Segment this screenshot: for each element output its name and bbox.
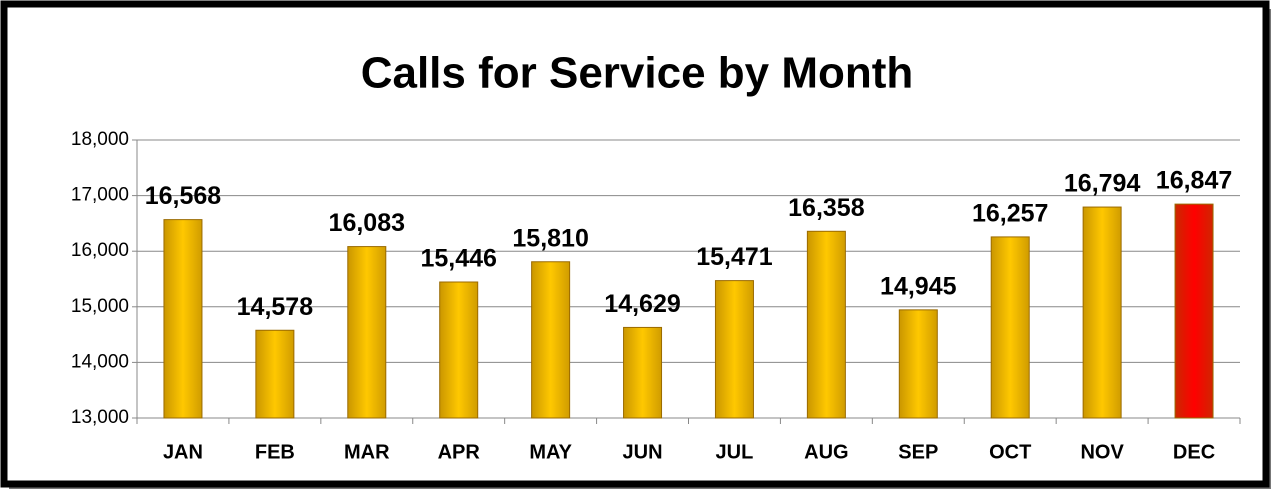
x-tick-label: OCT xyxy=(989,441,1031,463)
chart-title: Calls for Service by Month xyxy=(361,49,914,98)
value-label: 15,446 xyxy=(420,245,496,273)
value-label: 14,578 xyxy=(237,293,314,321)
bar xyxy=(531,261,571,419)
x-tick-label: FEB xyxy=(255,441,295,463)
value-label: 15,810 xyxy=(512,224,588,252)
bar xyxy=(1082,206,1122,419)
value-label: 14,629 xyxy=(604,290,680,318)
x-tick-label: JUL xyxy=(716,441,754,463)
value-label: 14,945 xyxy=(880,272,957,300)
y-tick-label: 15,000 xyxy=(71,296,129,317)
x-tick-label: APR xyxy=(438,441,481,463)
x-tick-label: NOV xyxy=(1080,441,1124,463)
bar xyxy=(990,236,1030,419)
x-tick-label: DEC xyxy=(1173,441,1215,463)
bar xyxy=(163,219,203,419)
x-tick-label: AUG xyxy=(804,441,848,463)
bar xyxy=(439,281,479,419)
value-label: 16,794 xyxy=(1064,170,1141,198)
bar xyxy=(623,326,663,419)
value-label: 16,257 xyxy=(972,200,1048,228)
y-tick-label: 18,000 xyxy=(71,129,129,150)
x-tick-label: SEP xyxy=(898,441,938,463)
value-label: 16,847 xyxy=(1156,167,1232,195)
bar xyxy=(255,329,295,419)
bar xyxy=(1174,203,1214,419)
y-tick-label: 13,000 xyxy=(71,407,129,428)
value-label: 15,471 xyxy=(696,243,773,271)
y-tick-label: 16,000 xyxy=(71,240,129,261)
value-label: 16,358 xyxy=(788,194,865,222)
value-label: 16,568 xyxy=(145,182,222,210)
x-tick-label: MAR xyxy=(344,441,390,463)
y-tick-label: 17,000 xyxy=(71,185,129,206)
y-tick-label: 14,000 xyxy=(71,351,129,372)
bar xyxy=(347,246,387,419)
bar xyxy=(806,230,846,419)
x-tick-label: JUN xyxy=(623,441,663,463)
x-tick-label: MAY xyxy=(529,441,572,463)
bar xyxy=(898,309,938,419)
bar xyxy=(714,280,754,419)
value-label: 16,083 xyxy=(329,209,405,237)
x-tick-label: JAN xyxy=(163,441,203,463)
